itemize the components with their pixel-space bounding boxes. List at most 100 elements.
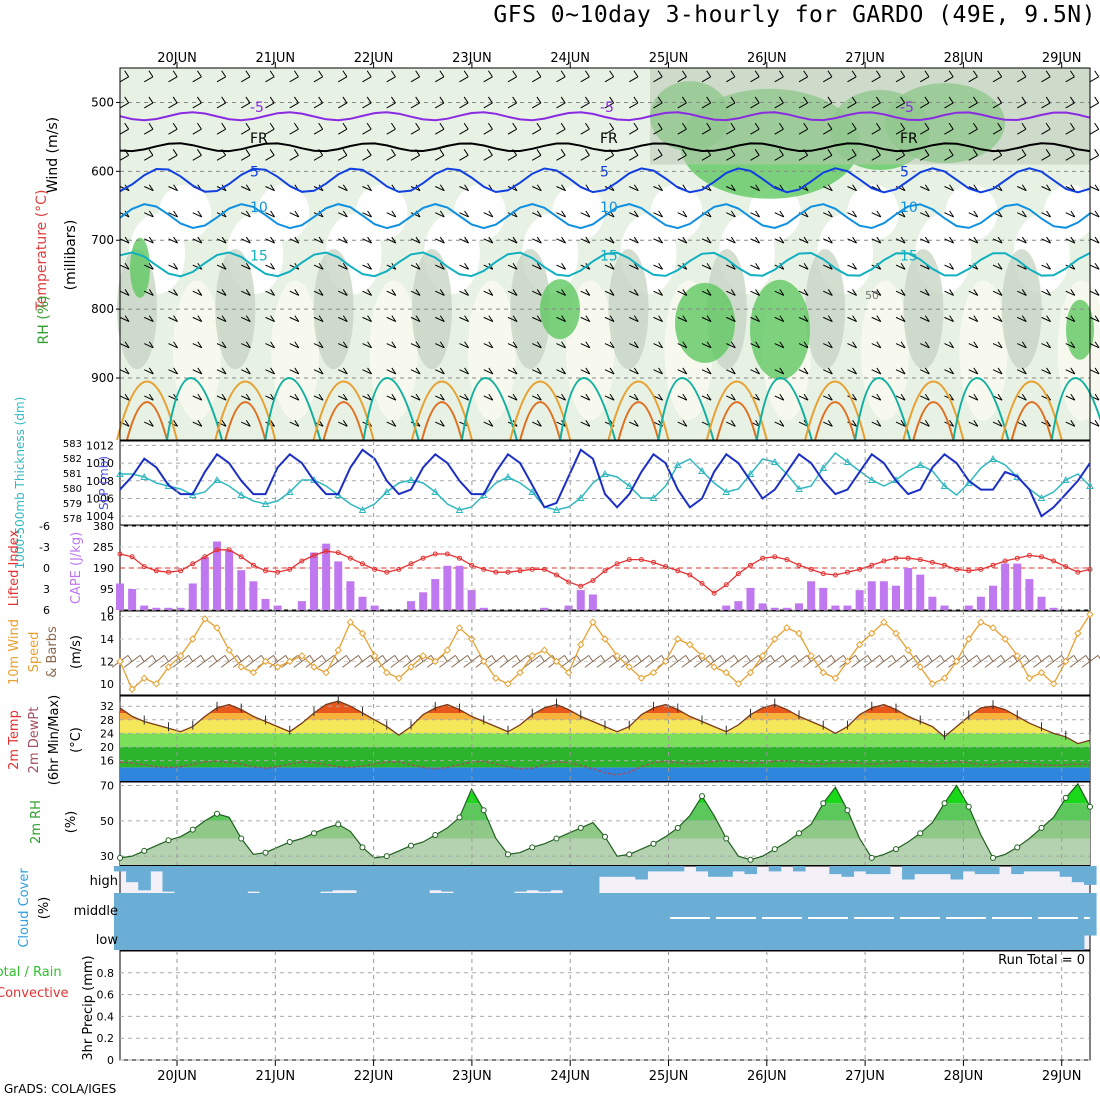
wind-barb-flag — [900, 341, 906, 349]
wind-barb-flag — [342, 210, 348, 218]
wind-barb — [119, 395, 130, 401]
wind-barb — [386, 128, 396, 135]
wind-barb — [823, 238, 833, 244]
surface-barb-flag — [624, 655, 630, 662]
cloud-cover-bar — [999, 893, 1012, 921]
wind-barb — [1017, 264, 1027, 270]
wind-barb-flag — [1094, 184, 1100, 191]
rh-point — [480, 807, 487, 814]
cloud-cover-bar — [465, 921, 479, 950]
isotherm-label: 15 — [600, 248, 618, 264]
wind-barb-flag — [924, 289, 930, 296]
cloud-cover-bar — [162, 893, 176, 921]
cape-bar — [576, 590, 585, 610]
wind-barb — [701, 264, 712, 270]
warm-isotherm — [420, 401, 463, 441]
cloud-cover-bar — [501, 866, 515, 893]
wind-barb-flag — [415, 262, 421, 270]
cloud-cover-bar — [417, 893, 430, 921]
cloud-cover-bar — [465, 866, 479, 893]
wind-barb — [677, 290, 688, 296]
lifted-index-point — [869, 562, 875, 568]
cloud-cover-bar — [235, 866, 248, 893]
surface-barb — [1033, 655, 1050, 668]
rh-point — [1087, 803, 1093, 810]
wind-barb-flag — [270, 210, 275, 218]
cloud-cover-bar — [550, 893, 564, 921]
wind-barb — [556, 212, 566, 218]
wind-barb-flag — [682, 341, 688, 349]
wind-barb-flag — [1021, 393, 1027, 401]
wind-barb-flag — [803, 262, 809, 270]
date-label-bottom: 22JUN — [354, 1069, 394, 1084]
wind-barb — [338, 212, 348, 218]
thickness-point — [649, 493, 658, 501]
lifted-index-point — [360, 561, 365, 567]
wind-barb — [168, 316, 178, 323]
wind-barb-flag — [1021, 289, 1027, 296]
wind-barb-flag — [390, 96, 396, 104]
wind-barb-flag — [633, 70, 639, 78]
thickness-tick-label: 583 — [63, 439, 82, 450]
wind-barb-flag — [876, 315, 882, 322]
wind-barb-flag — [1045, 70, 1051, 78]
cloud-cover-bar — [805, 893, 818, 921]
wind-barb-flag — [366, 149, 372, 156]
cloud-cover-bar — [453, 921, 467, 950]
cloud-cover-bar — [526, 921, 539, 950]
wind-barb — [168, 212, 178, 218]
surface-barb — [996, 655, 1014, 668]
cloud-cover-bar — [902, 921, 915, 950]
wind-barb — [629, 421, 639, 427]
lifted-index-point — [275, 569, 281, 575]
wind-barb — [968, 264, 979, 270]
wind-barb-flag — [779, 367, 785, 375]
thickness-point — [698, 466, 706, 474]
wind-barb-flag — [488, 289, 494, 296]
wind-barb-flag — [561, 210, 566, 218]
isotherm-label: 10 — [250, 200, 268, 216]
wind-barb-flag — [754, 149, 760, 156]
wind-barb-flag — [487, 149, 493, 156]
cloud-cover-bar — [950, 866, 964, 880]
wind-barb — [386, 421, 397, 427]
wind-barb-flag — [124, 420, 130, 427]
wind-barb-flag — [561, 262, 566, 270]
wind-barb — [604, 264, 615, 270]
wind-barb — [871, 212, 882, 218]
wind-barb — [1041, 154, 1051, 161]
wind-barb-flag — [487, 122, 493, 130]
wind-barb — [410, 102, 420, 109]
cloud-cover-bar — [198, 893, 212, 921]
wind-barb-flag — [512, 367, 518, 375]
wind-barb-flag — [1046, 367, 1051, 375]
slp-tick-label: 1010 — [86, 457, 114, 470]
wind-barb-flag — [827, 184, 833, 191]
wind-barb — [629, 128, 639, 135]
cloud-cover-bar — [695, 921, 709, 950]
wind-barb — [241, 421, 251, 427]
wind-barb-flag — [415, 236, 421, 244]
cloud-level-label: middle — [74, 904, 118, 919]
cape-bar — [892, 585, 900, 610]
isotherm-line — [119, 111, 1091, 122]
wind-barb — [556, 369, 566, 375]
wind-barb-flag — [778, 149, 784, 156]
cloud-cover-bar — [126, 893, 139, 921]
wind-barb-flag — [439, 315, 445, 322]
surface-barb — [1021, 655, 1038, 668]
ylabel-wind-units: (m/s) — [69, 635, 84, 669]
cloud-cover-bar — [938, 866, 952, 875]
wind-barb — [653, 369, 663, 375]
thickness-point — [431, 487, 440, 495]
wind-barb — [750, 264, 760, 270]
wind-barb — [1089, 186, 1100, 192]
cape-bar — [904, 568, 913, 610]
wind-barb — [240, 102, 251, 109]
cape-bar — [213, 541, 221, 610]
wind-barb-flag — [1070, 236, 1076, 244]
wind-barb-flag — [488, 210, 494, 218]
wind-barb-flag — [997, 341, 1003, 349]
cloud-cover-bar — [926, 921, 939, 950]
wind-barb-flag — [293, 122, 299, 130]
